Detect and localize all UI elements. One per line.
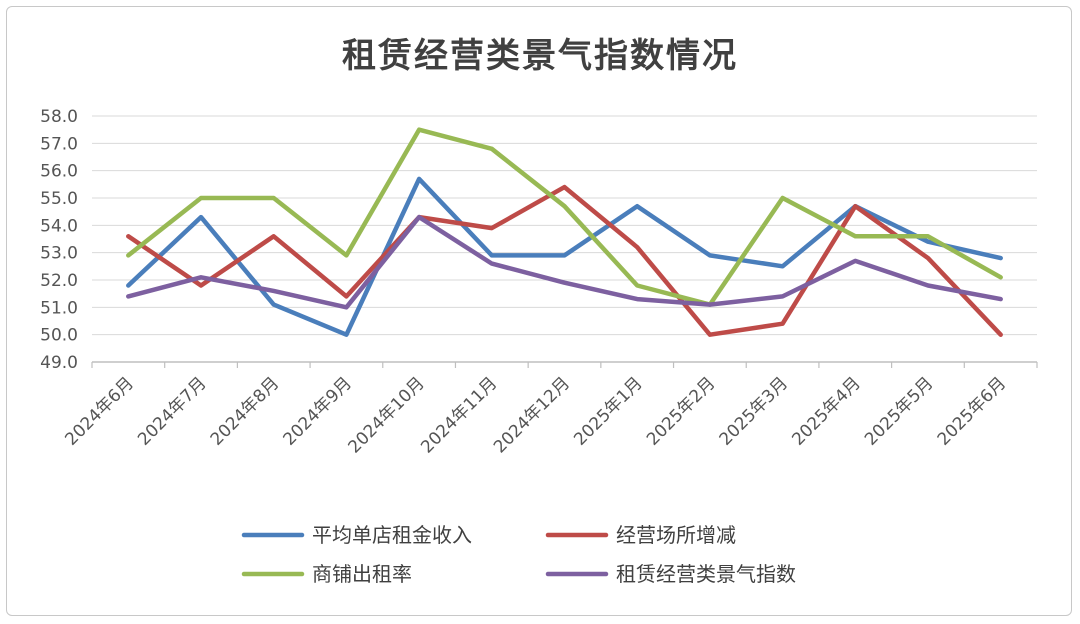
series-line-1 xyxy=(126,176,1003,337)
x-tick-label: 2024年8月 xyxy=(207,373,283,449)
y-axis-ticks: 49.0 50.0 51.0 52.0 53.0 54.0 55.0 56.0 57.0 58.0 xyxy=(40,107,78,373)
x-tick-label: 2024年10月 xyxy=(345,373,429,457)
series-line-4 xyxy=(126,214,1003,310)
legend-label: 租赁经营类景气指数 xyxy=(616,562,796,586)
x-tick-label: 2025年1月 xyxy=(570,373,646,449)
chart-title: 租赁经营类景气指数情况 xyxy=(342,36,738,76)
y-tick-label: 57.0 xyxy=(40,134,78,154)
chart-frame xyxy=(6,6,1072,616)
y-tick-label: 55.0 xyxy=(40,189,78,209)
series-line-2 xyxy=(126,184,1003,337)
y-tick-label: 50.0 xyxy=(40,326,78,346)
legend-label: 商铺出租率 xyxy=(312,562,412,586)
x-axis-ticks: 2024年6月2024年7月2024年8月2024年9月2024年10月2024… xyxy=(61,373,1010,457)
x-tick-label: 2025年3月 xyxy=(716,373,792,449)
grid-lines xyxy=(92,115,1037,363)
x-tick-label: 2024年6月 xyxy=(61,373,137,449)
y-tick-label: 49.0 xyxy=(40,353,78,373)
x-tick-label: 2025年5月 xyxy=(861,373,937,449)
y-tick-label: 58.0 xyxy=(40,107,78,127)
legend-label: 经营场所增减 xyxy=(616,523,736,547)
series-line-3 xyxy=(126,127,1003,307)
x-tick-label: 2025年4月 xyxy=(788,373,864,449)
series-lines xyxy=(126,127,1003,337)
x-axis xyxy=(91,361,1038,368)
x-tick-label: 2024年11月 xyxy=(417,373,501,457)
x-tick-label: 2024年9月 xyxy=(280,373,356,449)
y-tick-label: 56.0 xyxy=(40,162,78,182)
x-tick-label: 2025年6月 xyxy=(934,373,1010,449)
x-tick-label: 2024年12月 xyxy=(490,373,574,457)
x-tick-label: 2024年7月 xyxy=(134,373,210,449)
y-tick-label: 51.0 xyxy=(40,298,78,318)
y-tick-label: 52.0 xyxy=(40,271,78,291)
legend-label: 平均单店租金收入 xyxy=(312,523,472,547)
y-tick-label: 53.0 xyxy=(40,244,78,264)
x-tick-label: 2025年2月 xyxy=(643,373,719,449)
y-tick-label: 54.0 xyxy=(40,216,78,236)
